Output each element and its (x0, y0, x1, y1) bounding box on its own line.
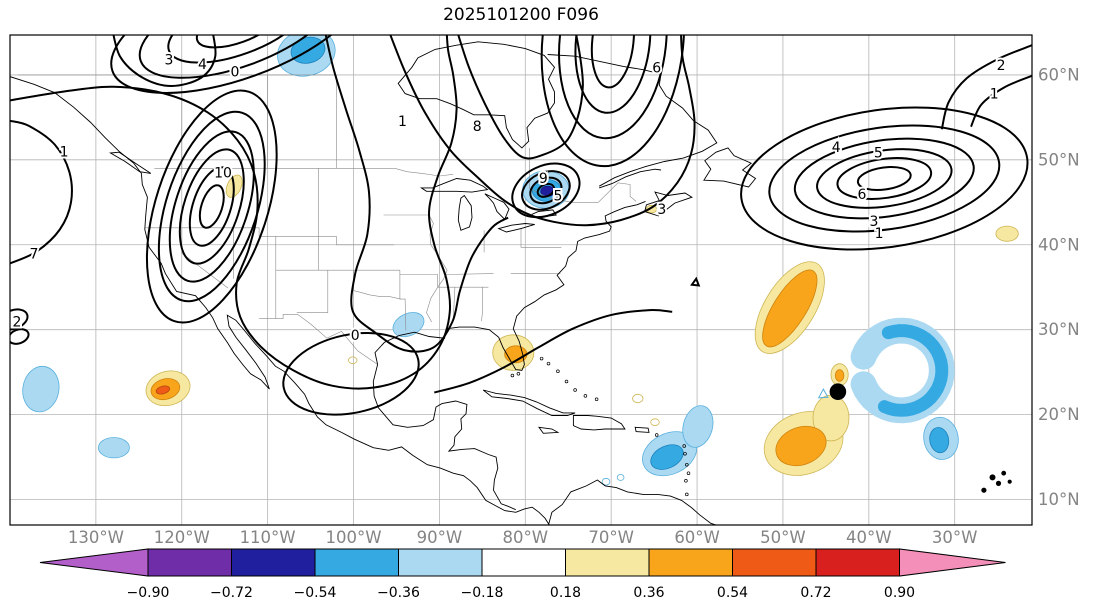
shaded-anomalies (22, 35, 1019, 493)
svg-text:0.36: 0.36 (633, 585, 664, 601)
svg-text:2: 2 (997, 58, 1006, 74)
svg-text:5: 5 (553, 189, 562, 205)
svg-text:0.18: 0.18 (550, 585, 581, 601)
svg-text:60°W: 60°W (674, 528, 720, 547)
svg-text:0.72: 0.72 (800, 585, 831, 601)
svg-text:20°N: 20°N (1038, 405, 1080, 424)
svg-text:0.54: 0.54 (717, 585, 748, 601)
svg-text:1: 1 (398, 114, 407, 130)
svg-text:5: 5 (874, 145, 883, 161)
svg-text:3: 3 (164, 53, 173, 69)
svg-text:30°W: 30°W (932, 528, 978, 547)
svg-text:10°N: 10°N (1038, 490, 1080, 509)
svg-text:−0.90: −0.90 (127, 585, 170, 601)
svg-text:0: 0 (231, 65, 240, 81)
svg-text:7: 7 (30, 246, 39, 262)
svg-text:100°W: 100°W (325, 528, 381, 547)
svg-text:8: 8 (473, 119, 482, 135)
svg-text:1: 1 (875, 226, 884, 242)
point-marker (829, 383, 847, 401)
svg-text:0.90: 0.90 (884, 585, 915, 601)
svg-text:4: 4 (832, 140, 841, 156)
svg-text:40°N: 40°N (1038, 235, 1080, 254)
svg-text:30°N: 30°N (1038, 320, 1080, 339)
svg-text:80°W: 80°W (503, 528, 549, 547)
figure-title: 2025101200 F096 (443, 5, 599, 25)
svg-text:4: 4 (198, 57, 207, 73)
svg-text:3: 3 (657, 202, 666, 218)
svg-text:9: 9 (539, 171, 548, 187)
map-frame (9, 34, 1033, 526)
svg-text:120°W: 120°W (154, 528, 210, 547)
svg-text:2: 2 (12, 314, 21, 330)
svg-text:3: 3 (870, 214, 879, 230)
gridlines (10, 35, 1032, 525)
svg-text:50°N: 50°N (1038, 150, 1080, 169)
colorbar: −0.90 −0.72 −0.54 −0.36 −0.18 0.18 0.36 0.54 0.7… (39, 548, 1006, 601)
svg-text:10: 10 (214, 166, 232, 182)
svg-text:−0.54: −0.54 (294, 585, 337, 601)
svg-text:60°N: 60°N (1038, 65, 1080, 84)
x-axis-labels: 130°W 120°W 110°W 100°W 90°W 80°W 70°W 60°W 50°W… (68, 528, 978, 547)
svg-text:−0.36: −0.36 (377, 585, 420, 601)
svg-text:1: 1 (60, 144, 69, 160)
svg-text:40°W: 40°W (846, 528, 892, 547)
svg-text:0: 0 (351, 328, 360, 344)
svg-text:1: 1 (990, 87, 999, 103)
svg-text:−0.72: −0.72 (210, 585, 253, 601)
svg-text:90°W: 90°W (417, 528, 463, 547)
y-axis-labels: 10°N 20°N 30°N 40°N 50°N 60°N (1038, 65, 1080, 509)
svg-text:50°W: 50°W (760, 528, 806, 547)
svg-text:110°W: 110°W (240, 528, 296, 547)
svg-text:130°W: 130°W (68, 528, 124, 547)
svg-text:70°W: 70°W (588, 528, 634, 547)
svg-text:6: 6 (652, 60, 661, 76)
colorbar-right-arrow (899, 548, 1006, 577)
svg-text:−0.18: −0.18 (461, 585, 504, 601)
svg-text:6: 6 (858, 187, 867, 203)
colorbar-left-arrow (39, 548, 149, 577)
geography (10, 41, 757, 525)
